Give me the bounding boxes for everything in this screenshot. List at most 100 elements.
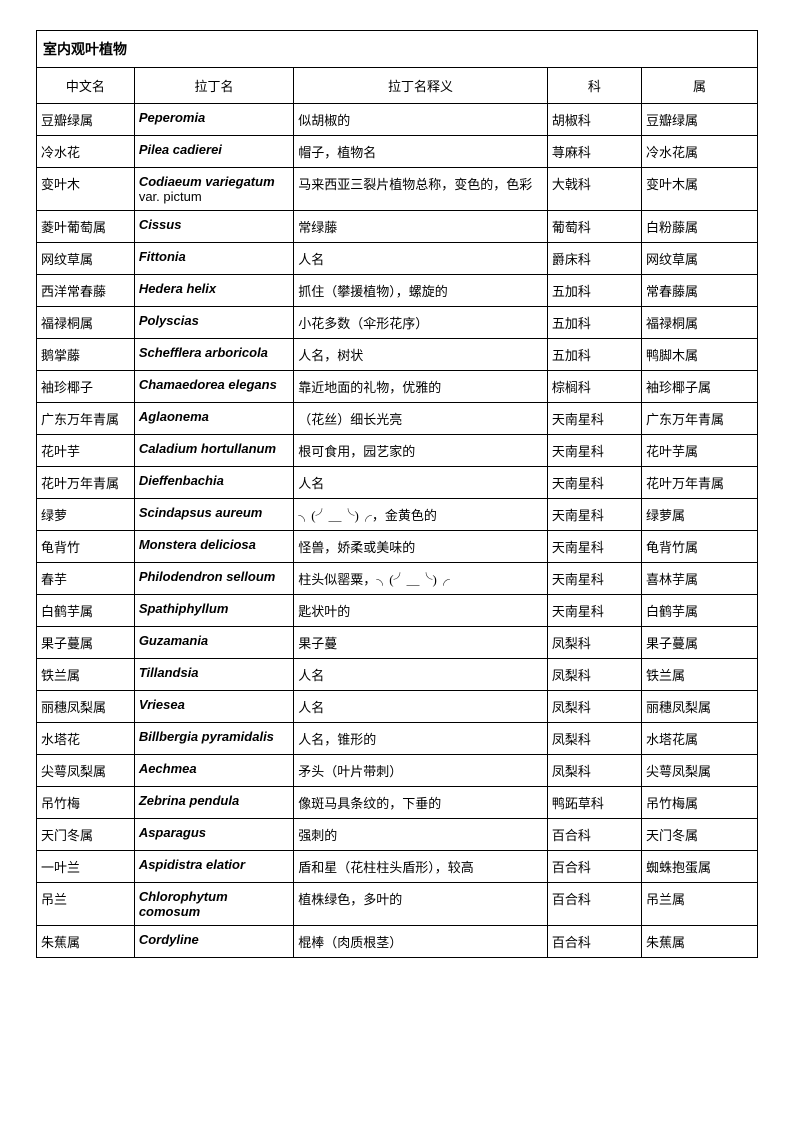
- cell-latin: Aglaonema: [134, 403, 293, 435]
- latin-name: Spathiphyllum: [139, 601, 229, 616]
- latin-suffix: var. pictum: [139, 189, 202, 204]
- cell-latin: Chlorophytum comosum: [134, 883, 293, 926]
- cell-latin: Cissus: [134, 211, 293, 243]
- cell-genus: 水塔花属: [642, 723, 758, 755]
- table-row: 吊竹梅Zebrina pendula像斑马具条纹的，下垂的鸭跖草科吊竹梅属: [37, 787, 758, 819]
- cell-meaning: 抓住（攀援植物），螺旋的: [294, 275, 548, 307]
- cell-meaning: 盾和星（花柱柱头盾形），较高: [294, 851, 548, 883]
- cell-cn: 菱叶葡萄属: [37, 211, 135, 243]
- cell-cn: 吊兰: [37, 883, 135, 926]
- table-row: 冷水花Pilea cadierei帽子，植物名荨麻科冷水花属: [37, 136, 758, 168]
- latin-name: Peperomia: [139, 110, 205, 125]
- cell-family: 葡萄科: [547, 211, 641, 243]
- table-row: 尖萼凤梨属Aechmea矛头（叶片带刺）凤梨科尖萼凤梨属: [37, 755, 758, 787]
- table-row: 豆瓣绿属Peperomia似胡椒的胡椒科豆瓣绿属: [37, 104, 758, 136]
- table-row: 网纹草属Fittonia人名爵床科网纹草属: [37, 243, 758, 275]
- cell-latin: Zebrina pendula: [134, 787, 293, 819]
- cell-family: 五加科: [547, 275, 641, 307]
- cell-family: 天南星科: [547, 435, 641, 467]
- latin-name: Hedera helix: [139, 281, 216, 296]
- cell-meaning: 人名，树状: [294, 339, 548, 371]
- cell-cn: 龟背竹: [37, 531, 135, 563]
- cell-genus: 龟背竹属: [642, 531, 758, 563]
- cell-genus: 吊兰属: [642, 883, 758, 926]
- latin-name: Polyscias: [139, 313, 199, 328]
- cell-family: 天南星科: [547, 467, 641, 499]
- cell-family: 凤梨科: [547, 723, 641, 755]
- table-row: 西洋常春藤Hedera helix抓住（攀援植物），螺旋的五加科常春藤属: [37, 275, 758, 307]
- cell-latin: Asparagus: [134, 819, 293, 851]
- latin-name: Vriesea: [139, 697, 185, 712]
- latin-name: Cissus: [139, 217, 182, 232]
- cell-cn: 一叶兰: [37, 851, 135, 883]
- cell-meaning: 强刺的: [294, 819, 548, 851]
- cell-meaning: （花丝）细长光亮: [294, 403, 548, 435]
- cell-meaning: 似胡椒的: [294, 104, 548, 136]
- cell-cn: 变叶木: [37, 168, 135, 211]
- cell-family: 五加科: [547, 307, 641, 339]
- col-header-genus: 属: [642, 68, 758, 104]
- cell-family: 百合科: [547, 819, 641, 851]
- cell-genus: 鸭脚木属: [642, 339, 758, 371]
- table-row: 水塔花Billbergia pyramidalis人名，锥形的凤梨科水塔花属: [37, 723, 758, 755]
- cell-family: 鸭跖草科: [547, 787, 641, 819]
- table-row: 福禄桐属Polyscias小花多数（伞形花序）五加科福禄桐属: [37, 307, 758, 339]
- table-row: 吊兰Chlorophytum comosum植株绿色，多叶的百合科吊兰属: [37, 883, 758, 926]
- col-header-latin: 拉丁名: [134, 68, 293, 104]
- cell-latin: Vriesea: [134, 691, 293, 723]
- cell-latin: Scindapsus aureum: [134, 499, 293, 531]
- cell-cn: 铁兰属: [37, 659, 135, 691]
- latin-name: Zebrina pendula: [139, 793, 239, 808]
- cell-genus: 白粉藤属: [642, 211, 758, 243]
- table-row: 白鹤芋属Spathiphyllum匙状叶的天南星科白鹤芋属: [37, 595, 758, 627]
- table-row: 一叶兰Aspidistra elatior盾和星（花柱柱头盾形），较高百合科蜘蛛…: [37, 851, 758, 883]
- latin-name: Chamaedorea elegans: [139, 377, 277, 392]
- cell-genus: 豆瓣绿属: [642, 104, 758, 136]
- cell-family: 天南星科: [547, 403, 641, 435]
- table-row: 果子蔓属Guzamania果子蔓凤梨科果子蔓属: [37, 627, 758, 659]
- latin-name: Schefflera arboricola: [139, 345, 268, 360]
- cell-cn: 春芋: [37, 563, 135, 595]
- latin-name: Dieffenbachia: [139, 473, 224, 488]
- cell-genus: 果子蔓属: [642, 627, 758, 659]
- table-head: 室内观叶植物 中文名 拉丁名 拉丁名释义 科 属: [37, 31, 758, 104]
- cell-cn: 水塔花: [37, 723, 135, 755]
- cell-genus: 福禄桐属: [642, 307, 758, 339]
- table-row: 菱叶葡萄属Cissus常绿藤葡萄科白粉藤属: [37, 211, 758, 243]
- cell-latin: Fittonia: [134, 243, 293, 275]
- cell-family: 五加科: [547, 339, 641, 371]
- cell-family: 爵床科: [547, 243, 641, 275]
- cell-meaning: 怪兽，娇柔或美味的: [294, 531, 548, 563]
- title-row: 室内观叶植物: [37, 31, 758, 68]
- cell-genus: 铁兰属: [642, 659, 758, 691]
- cell-genus: 喜林芋属: [642, 563, 758, 595]
- cell-latin: Dieffenbachia: [134, 467, 293, 499]
- latin-name: Codiaeum variegatum: [139, 174, 275, 189]
- cell-latin: Spathiphyllum: [134, 595, 293, 627]
- latin-name: Tillandsia: [139, 665, 199, 680]
- cell-meaning: 人名: [294, 691, 548, 723]
- table-row: 绿萝Scindapsus aureum╮(╯＿╰)╭，金黄色的天南星科绿萝属: [37, 499, 758, 531]
- header-row: 中文名 拉丁名 拉丁名释义 科 属: [37, 68, 758, 104]
- cell-latin: Monstera deliciosa: [134, 531, 293, 563]
- cell-cn: 花叶芋: [37, 435, 135, 467]
- cell-family: 凤梨科: [547, 755, 641, 787]
- cell-cn: 西洋常春藤: [37, 275, 135, 307]
- latin-name: Fittonia: [139, 249, 186, 264]
- latin-name: Philodendron selloum: [139, 569, 276, 584]
- cell-latin: Schefflera arboricola: [134, 339, 293, 371]
- cell-cn: 豆瓣绿属: [37, 104, 135, 136]
- cell-genus: 白鹤芋属: [642, 595, 758, 627]
- cell-family: 凤梨科: [547, 627, 641, 659]
- cell-genus: 网纹草属: [642, 243, 758, 275]
- cell-cn: 天门冬属: [37, 819, 135, 851]
- cell-latin: Caladium hortullanum: [134, 435, 293, 467]
- latin-name: Scindapsus aureum: [139, 505, 263, 520]
- table-row: 丽穗凤梨属Vriesea人名凤梨科丽穗凤梨属: [37, 691, 758, 723]
- col-header-family: 科: [547, 68, 641, 104]
- cell-cn: 福禄桐属: [37, 307, 135, 339]
- cell-family: 棕榈科: [547, 371, 641, 403]
- cell-cn: 白鹤芋属: [37, 595, 135, 627]
- latin-name: Pilea cadierei: [139, 142, 222, 157]
- cell-genus: 朱蕉属: [642, 926, 758, 958]
